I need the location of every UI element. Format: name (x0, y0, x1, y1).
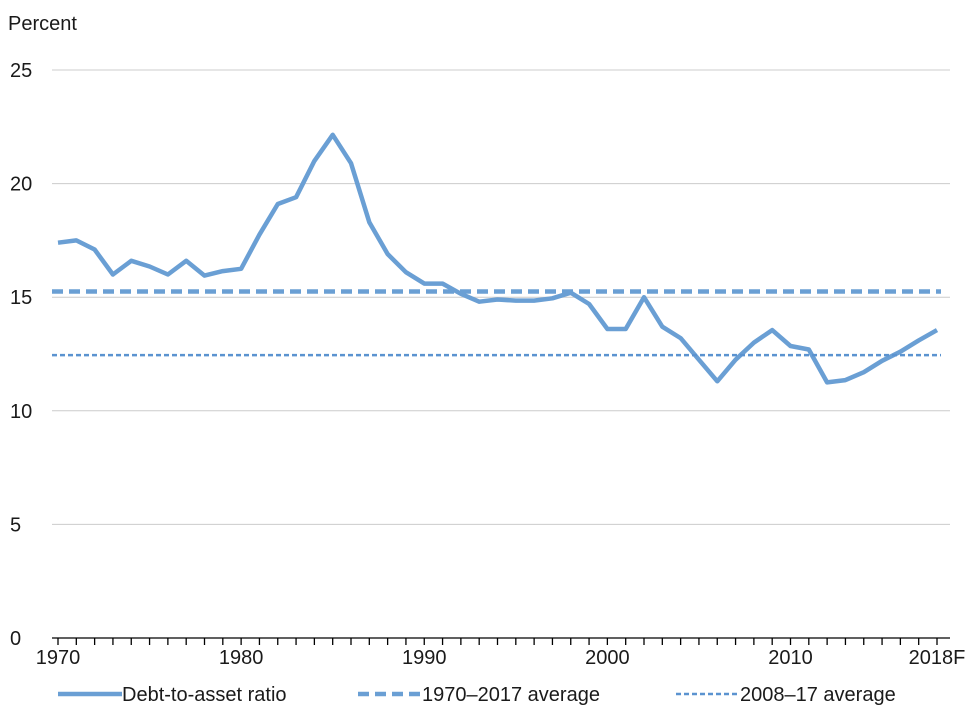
y-tick-label: 0 (10, 628, 21, 650)
series-debt-to-asset-ratio-line (57, 132, 939, 385)
x-tick-label: 2010 (768, 647, 813, 669)
y-tick-label: 5 (10, 514, 21, 536)
y-axis-label: Percent (8, 13, 77, 35)
legend-label: Debt-to-asset ratio (122, 684, 287, 706)
x-tick-label: 2018F (909, 647, 966, 669)
y-tick-labels: 0 5 10 15 20 25 (10, 60, 32, 650)
y-tick-label: 15 (10, 287, 32, 309)
x-tick-label: 1990 (402, 647, 447, 669)
legend-label: 1970–2017 average (422, 684, 600, 706)
legend-label: 2008–17 average (740, 684, 896, 706)
y-tick-label: 20 (10, 174, 32, 196)
y-tick-label: 10 (10, 401, 32, 423)
gridlines (52, 69, 950, 525)
x-tick-label: 1980 (219, 647, 264, 669)
legend: Debt-to-asset ratio 1970–2017 average 2008… (58, 684, 896, 706)
x-tick-label: 2000 (585, 647, 630, 669)
x-tick-label: 1970 (36, 647, 81, 669)
series-layer (52, 132, 941, 385)
y-tick-label: 25 (10, 60, 32, 82)
x-axis: 1970 1980 1990 2000 2010 2018F (36, 637, 966, 669)
